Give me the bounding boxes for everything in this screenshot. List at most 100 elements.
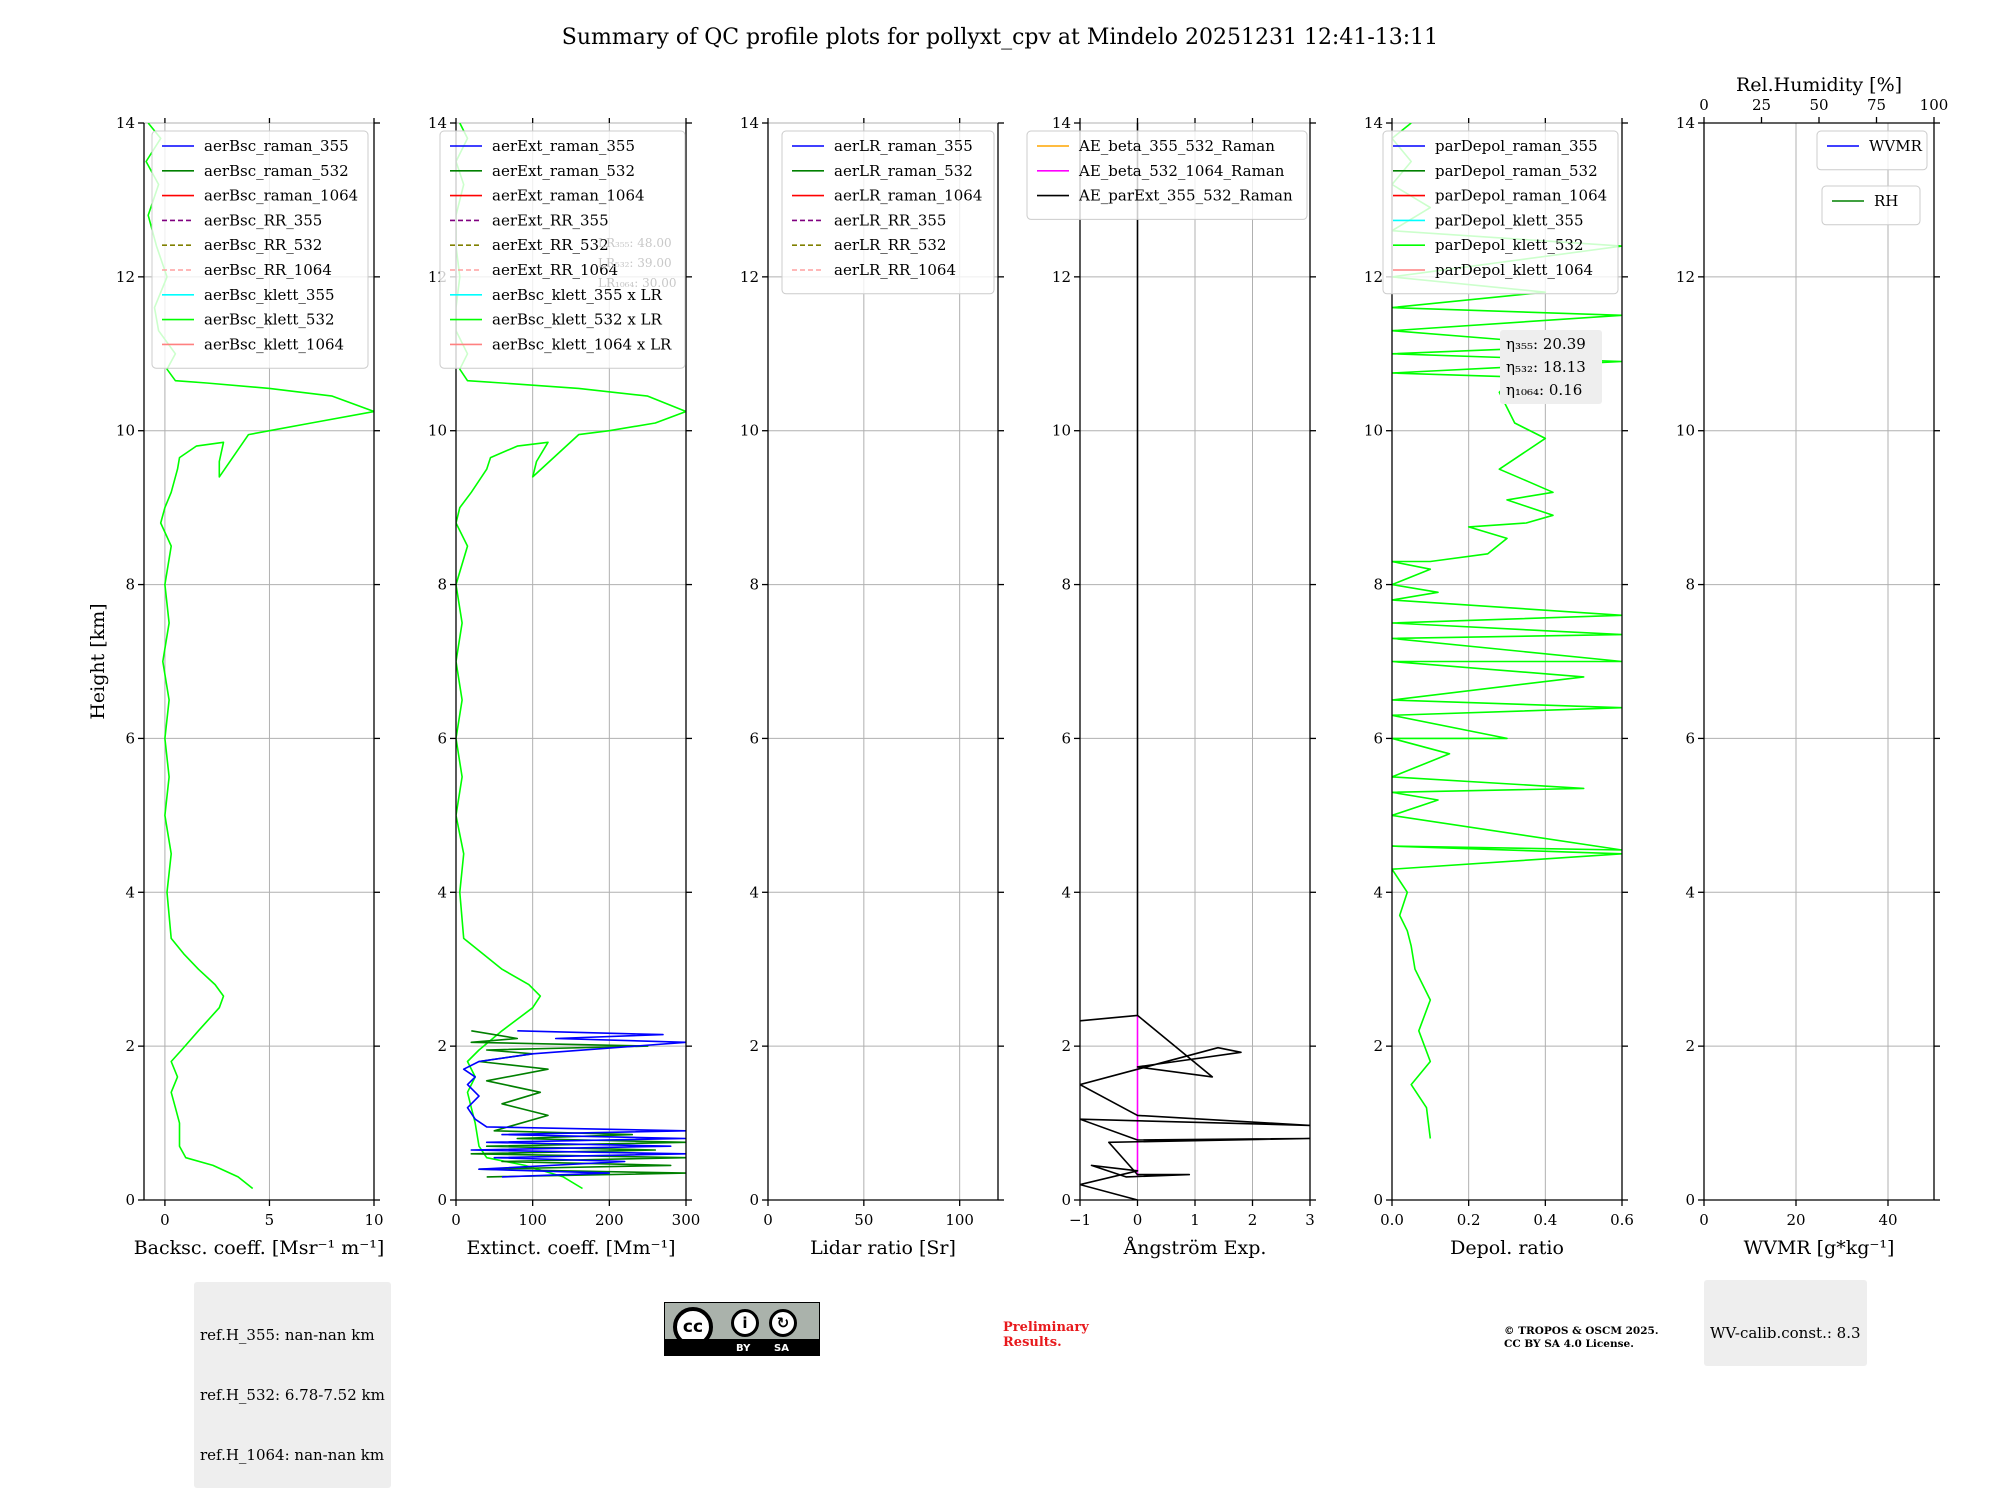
xtick-label: 0	[451, 1211, 461, 1229]
ytick-label: 10	[428, 422, 447, 440]
ytick-label: 12	[740, 268, 759, 286]
ytick-label: 0	[437, 1191, 447, 1209]
ytick-label: 12	[1052, 268, 1071, 286]
legend-label: AE_beta_355_532_Raman	[1078, 137, 1275, 155]
legend: aerLR_raman_355 aerLR_raman_532 aerLR_rama…	[781, 130, 995, 295]
series-group	[1080, 123, 1310, 1200]
y-axis-label: Height [km]	[87, 603, 109, 719]
xtick-label: 100	[945, 1211, 974, 1229]
legend-box	[781, 130, 995, 295]
ytick-label: 12	[1364, 268, 1383, 286]
legend-label: aerLR_raman_532	[834, 162, 973, 180]
legend-label: aerLR_RR_1064	[834, 261, 956, 279]
results-line: Results.	[1003, 1335, 1062, 1350]
xtick-label: 300	[672, 1211, 701, 1229]
xtick-label: 200	[595, 1211, 624, 1229]
ytick-label: 0	[1373, 1191, 1383, 1209]
ytick-label: 2	[1685, 1037, 1695, 1055]
xtick-label: −1	[1069, 1211, 1091, 1229]
ytick-label: 0	[1061, 1191, 1071, 1209]
ytick-label: 6	[1685, 729, 1695, 747]
legend-label: parDepol_klett_1064	[1435, 261, 1593, 279]
legend-label: aerBsc_klett_532 x LR	[492, 311, 663, 329]
ytick-label: 14	[740, 114, 759, 132]
lidar-ratio-annotation: LR₁₀₆₄: 30.00	[598, 276, 676, 290]
legend-label: aerExt_RR_532	[492, 236, 609, 254]
top-xtick-label: 25	[1752, 96, 1771, 114]
legend-label: AE_beta_532_1064_Raman	[1078, 162, 1285, 180]
ytick-label: 4	[749, 883, 759, 901]
cc-badge-bar	[665, 1339, 819, 1355]
series-line-AE_parExt_355_532_Raman	[1080, 123, 1310, 1200]
top-xtick-label: 100	[1920, 96, 1949, 114]
copyright-line-1: © TROPOS & OSCM 2025.	[1504, 1325, 1659, 1337]
legend-label: aerExt_RR_355	[492, 211, 609, 229]
xtick-label: 20	[1786, 1211, 1805, 1229]
ytick-label: 8	[749, 576, 759, 594]
ytick-label: 2	[749, 1037, 759, 1055]
panel-3: 0 2 4 6 8 10 12 14 0 50 100 Lidar ratio [Sr] aerLR_r…	[740, 114, 1004, 1259]
figure-title: Summary of QC profile plots for pollyxt_…	[562, 25, 1438, 50]
wv-calib-box: WV-calib.const.: 8.3	[1704, 1280, 1867, 1366]
ytick-label: 6	[749, 729, 759, 747]
copyright-note: © TROPOS & OSCM 2025. CC BY SA 4.0 Licen…	[1504, 1325, 1659, 1351]
ytick-label: 2	[1373, 1037, 1383, 1055]
series-group	[1392, 123, 1622, 1139]
preliminary-results-note: Preliminary Results.	[1003, 1320, 1089, 1350]
sa-label: SA	[774, 1343, 789, 1354]
ytick-label: 2	[125, 1037, 135, 1055]
wv-calib-const: WV-calib.const.: 8.3	[1710, 1324, 1861, 1342]
ytick-label: 14	[1052, 114, 1071, 132]
ytick-label: 0	[749, 1191, 759, 1209]
ytick-label: 8	[437, 576, 447, 594]
ytick-label: 14	[116, 114, 135, 132]
xtick-label: 0	[1133, 1211, 1143, 1229]
lidar-ratio-annotation: LR₃₅₅: 48.00	[598, 236, 672, 250]
xtick-label: 40	[1878, 1211, 1897, 1229]
legend-label: aerBsc_RR_1064	[204, 261, 332, 279]
x-axis-label: WVMR [g*kg⁻¹]	[1744, 1237, 1895, 1259]
legend-label: aerLR_RR_532	[834, 236, 946, 254]
legend-box	[1816, 130, 1928, 171]
by-label: BY	[736, 1343, 751, 1354]
legend-box	[1382, 130, 1619, 295]
xtick-label: 1	[1190, 1211, 1200, 1229]
legend-label: aerLR_RR_355	[834, 211, 946, 229]
ytick-label: 0	[125, 1191, 135, 1209]
x-axis-label: Ångström Exp.	[1123, 1237, 1267, 1259]
legend-label: aerExt_raman_355	[492, 137, 635, 155]
ytick-label: 4	[437, 883, 447, 901]
ytick-label: 6	[1373, 729, 1383, 747]
eta-annotation: η₃₅₅: 20.39	[1506, 335, 1586, 353]
ytick-label: 10	[1676, 422, 1695, 440]
legend-label: aerBsc_klett_1064 x LR	[492, 335, 672, 353]
xtick-label: 2	[1248, 1211, 1258, 1229]
top-xtick-label: 75	[1867, 96, 1886, 114]
ytick-label: 6	[437, 729, 447, 747]
xtick-label: 3	[1305, 1211, 1315, 1229]
legend-label: aerLR_raman_355	[834, 137, 973, 155]
ytick-label: 4	[1373, 883, 1383, 901]
xtick-label: 0.0	[1380, 1211, 1404, 1229]
xtick-label: 0	[763, 1211, 773, 1229]
top-xtick-label: 0	[1699, 96, 1709, 114]
legend-label: aerBsc_klett_355	[204, 286, 335, 304]
xtick-label: 50	[854, 1211, 873, 1229]
legend-label: WVMR	[1869, 137, 1923, 155]
x-axis-label: Depol. ratio	[1450, 1237, 1564, 1259]
ytick-label: 14	[1364, 114, 1383, 132]
legend: RH	[1821, 185, 1921, 226]
legend-label: aerBsc_raman_1064	[204, 187, 358, 205]
ref-height-1064: ref.H_1064: nan-nan km	[200, 1446, 385, 1464]
copyright-line-2: CC BY SA 4.0 License.	[1504, 1338, 1634, 1350]
legend-label: aerLR_raman_1064	[834, 187, 982, 205]
ytick-label: 6	[1061, 729, 1071, 747]
legend-label: parDepol_klett_532	[1435, 236, 1584, 254]
ytick-label: 0	[1685, 1191, 1695, 1209]
xtick-label: 5	[265, 1211, 275, 1229]
reference-height-box: ref.H_355: nan-nan km ref.H_532: 6.78-7.…	[194, 1282, 391, 1488]
ytick-label: 8	[1685, 576, 1695, 594]
legend-box	[439, 130, 686, 369]
